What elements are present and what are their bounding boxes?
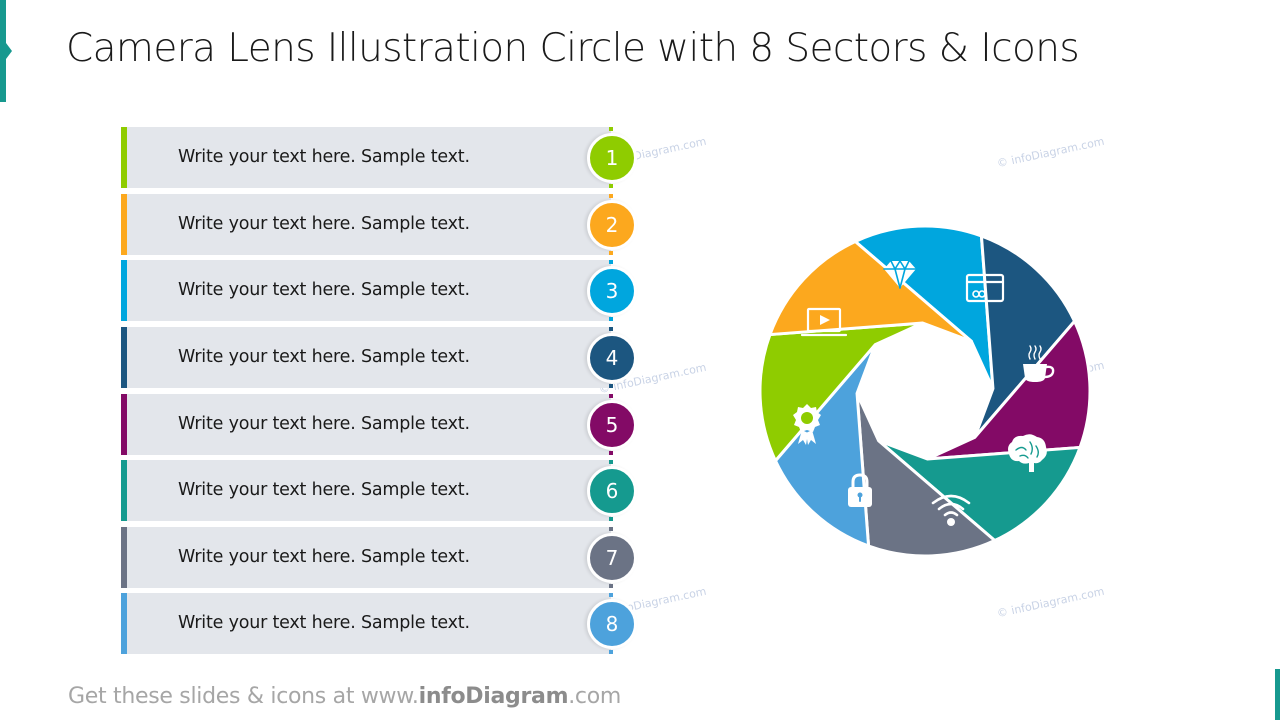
left-accent-bar: [0, 0, 6, 102]
connector-dash: [609, 260, 613, 264]
row-color-bar: [121, 394, 127, 455]
item-text[interactable]: Write your text here. Sample text.: [178, 280, 470, 300]
row-color-bar: [121, 527, 127, 588]
padlock-icon: [848, 473, 872, 507]
credit-card-icon: [965, 273, 1005, 303]
slide-title: Camera Lens Illustration Circle with 8 S…: [66, 26, 1080, 71]
row-color-bar: [121, 194, 127, 255]
connector-dash: [609, 527, 613, 531]
footer-prefix: Get these slides & icons at www.: [68, 684, 419, 709]
diamond-icon: [883, 260, 917, 289]
row-color-bar: [121, 260, 127, 321]
item-text[interactable]: Write your text here. Sample text.: [178, 214, 470, 234]
watermark: © infoDiagram.com: [995, 134, 1106, 171]
connector-dash: [609, 460, 613, 464]
number-badge-3: 3: [587, 266, 637, 316]
list-item-7[interactable]: Write your text here. Sample text.: [121, 527, 611, 588]
number-badge-2: 2: [587, 200, 637, 250]
row-color-bar: [121, 593, 127, 654]
connector-dash: [609, 184, 613, 188]
number-badge-8: 8: [587, 599, 637, 649]
right-accent-bar: [1275, 669, 1280, 720]
row-color-bar: [121, 460, 127, 521]
connector-dash: [609, 650, 613, 654]
coffee-cup-icon: [1023, 345, 1055, 382]
left-accent-arrow: [6, 43, 12, 59]
connector-dash: [609, 317, 613, 321]
list-item-8[interactable]: Write your text here. Sample text.: [121, 593, 611, 654]
footer-suffix: .com: [568, 684, 621, 709]
item-text[interactable]: Write your text here. Sample text.: [178, 347, 470, 367]
list-item-6[interactable]: Write your text here. Sample text.: [121, 460, 611, 521]
list-item-4[interactable]: Write your text here. Sample text.: [121, 327, 611, 388]
number-badge-5: 5: [587, 400, 637, 450]
number-badge-4: 4: [587, 333, 637, 383]
connector-dash: [609, 593, 613, 597]
brain-icon: [1008, 434, 1047, 472]
item-text[interactable]: Write your text here. Sample text.: [178, 147, 470, 167]
list-item-5[interactable]: Write your text here. Sample text.: [121, 394, 611, 455]
number-badge-1: 1: [587, 133, 637, 183]
number-badge-6: 6: [587, 466, 637, 516]
connector-dash: [609, 194, 613, 198]
number-badge-7: 7: [587, 533, 637, 583]
award-ribbon-icon: [793, 404, 821, 445]
list-item-2[interactable]: Write your text here. Sample text.: [121, 194, 611, 255]
item-text[interactable]: Write your text here. Sample text.: [178, 613, 470, 633]
connector-dash: [609, 394, 613, 398]
connector-dash: [609, 327, 613, 331]
camera-lens-diagram: [740, 206, 1110, 576]
connector-dash: [609, 127, 613, 131]
connector-dash: [609, 584, 613, 588]
item-text[interactable]: Write your text here. Sample text.: [178, 547, 470, 567]
lens-blades: [758, 224, 1092, 558]
row-color-bar: [121, 327, 127, 388]
list-item-3[interactable]: Write your text here. Sample text.: [121, 260, 611, 321]
list-item-1[interactable]: Write your text here. Sample text.: [121, 127, 611, 188]
footer-credit: Get these slides & icons at www.infoDiag…: [68, 684, 621, 709]
connector-dash: [609, 251, 613, 255]
connector-dash: [609, 384, 613, 388]
blade-icons: [793, 260, 1055, 526]
item-text[interactable]: Write your text here. Sample text.: [178, 480, 470, 500]
connector-dash: [609, 451, 613, 455]
connector-dash: [609, 517, 613, 521]
footer-brand[interactable]: infoDiagram: [418, 684, 569, 709]
item-text[interactable]: Write your text here. Sample text.: [178, 414, 470, 434]
laptop-video-icon: [800, 307, 848, 337]
row-color-bar: [121, 127, 127, 188]
watermark: © infoDiagram.com: [995, 584, 1106, 621]
wifi-icon: [931, 494, 971, 526]
